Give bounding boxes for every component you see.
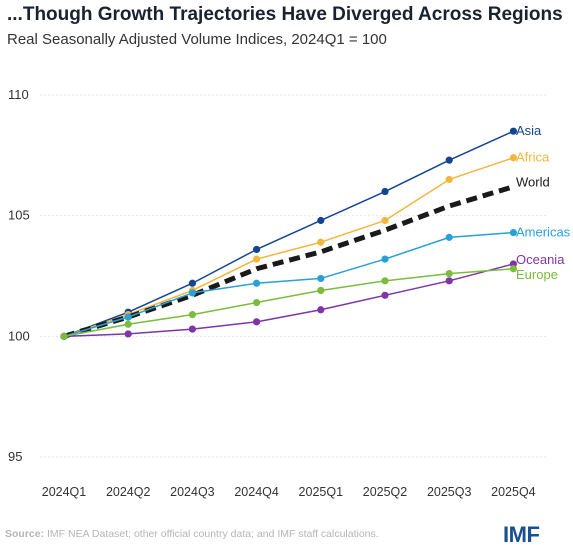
series-label-world: World — [516, 175, 550, 190]
imf-logo: IMF — [503, 522, 540, 547]
x-tick-label: 2025Q2 — [363, 485, 408, 499]
x-tick-label: 2025Q4 — [491, 485, 536, 499]
series-label-oceania: Oceania — [516, 252, 565, 267]
series-label-asia: Asia — [516, 123, 542, 138]
data-point-oceania — [188, 325, 196, 333]
y-tick-label: 100 — [8, 328, 30, 343]
x-tick-label: 2025Q3 — [427, 485, 472, 499]
series-line-americas — [63, 231, 514, 338]
y-tick-label: 105 — [8, 208, 30, 223]
data-point-oceania — [124, 330, 132, 338]
data-point-europe — [253, 298, 261, 307]
source-note: Source: IMF NEA Dataset; other official … — [5, 528, 379, 540]
data-point-africa — [509, 154, 517, 162]
series-label-americas: Americas — [516, 225, 571, 240]
data-point-europe — [317, 286, 325, 295]
data-point-europe — [124, 320, 132, 328]
source-text: IMF NEA Dataset; other official country … — [44, 528, 379, 540]
data-point-oceania — [381, 291, 389, 299]
data-point-americas — [317, 274, 325, 283]
data-point-africa — [253, 255, 261, 263]
data-point-asia — [317, 216, 325, 225]
data-point-europe — [509, 265, 517, 273]
series-line-europe — [63, 268, 514, 338]
data-point-americas — [188, 289, 196, 297]
chart-title: ...Though Growth Trajectories Have Diver… — [7, 4, 563, 25]
series-label-africa: Africa — [516, 150, 550, 165]
series-line-asia — [63, 130, 514, 338]
x-tick-label: 2024Q2 — [106, 485, 151, 499]
data-point-americas — [445, 233, 453, 241]
data-point-oceania — [317, 306, 325, 314]
data-point-americas — [381, 255, 389, 263]
data-point-americas — [509, 228, 517, 237]
y-tick-label: 95 — [8, 449, 22, 464]
chart-subtitle: Real Seasonally Adjusted Volume Indices,… — [7, 31, 387, 48]
data-point-africa — [317, 238, 325, 246]
data-point-europe — [381, 277, 389, 285]
series-label-europe: Europe — [516, 267, 558, 282]
x-tick-label: 2024Q4 — [234, 485, 279, 499]
data-point-europe — [188, 311, 196, 319]
series-line-world — [63, 184, 515, 339]
series-line-oceania — [63, 263, 514, 338]
data-point-europe — [445, 269, 453, 278]
source-label: Source: — [5, 528, 45, 540]
data-point-asia — [445, 156, 453, 164]
data-point-europe — [60, 332, 68, 340]
data-point-asia — [188, 279, 196, 287]
data-point-africa — [445, 175, 453, 184]
data-point-asia — [381, 187, 389, 196]
data-point-africa — [381, 216, 389, 225]
data-point-asia — [253, 245, 261, 254]
data-point-americas — [253, 279, 261, 287]
data-point-oceania — [445, 277, 453, 285]
data-point-oceania — [253, 318, 261, 326]
x-tick-label: 2024Q3 — [170, 485, 215, 499]
data-point-americas — [124, 313, 132, 321]
series-line-africa — [63, 157, 514, 338]
data-point-asia — [509, 127, 517, 135]
y-tick-label: 110 — [8, 87, 29, 102]
x-tick-label: 2024Q1 — [42, 485, 87, 499]
x-tick-label: 2025Q1 — [299, 485, 344, 499]
